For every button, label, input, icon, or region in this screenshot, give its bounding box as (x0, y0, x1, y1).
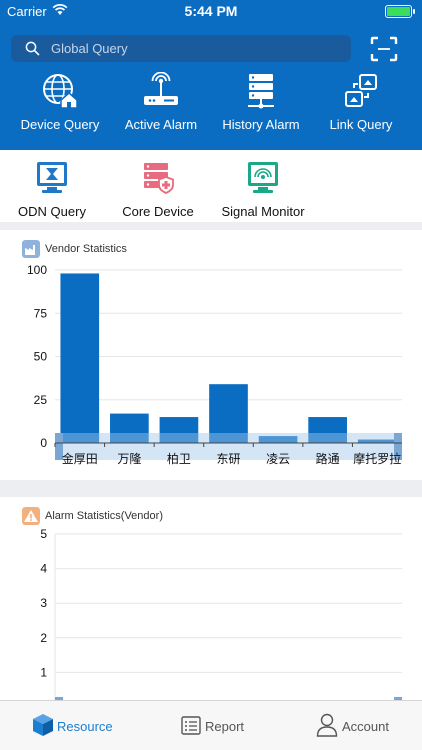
alarm-statistics-title: Alarm Statistics(Vendor) (45, 510, 163, 522)
tab-report[interactable]: Report (181, 713, 261, 739)
user-icon (316, 713, 338, 737)
x-tick-label: 东研 (216, 452, 240, 466)
factory-icon (22, 240, 40, 258)
tab-account-label: Account (342, 719, 389, 734)
menu-active-alarm[interactable]: Active Alarm (111, 70, 211, 140)
secondary-menu: ODN Query Core Device Signal Monitor (0, 150, 422, 222)
cube-icon (33, 714, 53, 736)
bar (159, 417, 199, 443)
core-device-shield-icon (144, 163, 174, 194)
link-windows-icon (345, 74, 377, 107)
zoom-slider-left-handle (55, 433, 63, 460)
app-header (0, 0, 422, 150)
scan-icon[interactable] (370, 36, 398, 62)
primary-menu: Device Query Active Alarm History Alarm (0, 70, 422, 140)
y-tick-label: 50 (34, 350, 48, 364)
x-tick-label: 万隆 (117, 451, 141, 466)
bar (258, 436, 298, 443)
y-tick-label: 100 (27, 263, 47, 277)
x-tick-label: 凌云 (266, 452, 290, 466)
zoom-slider-right-handle (394, 697, 402, 700)
x-tick-label: 摩托罗拉 (353, 451, 401, 466)
menu-link-query[interactable]: Link Query (311, 70, 411, 140)
menu-core-device-label: Core Device (122, 204, 194, 219)
y-tick-label: 25 (34, 393, 48, 407)
vendor-statistics-title: Vendor Statistics (45, 243, 127, 255)
y-tick-label: 1 (40, 665, 47, 679)
x-tick-label: 路通 (316, 451, 340, 466)
y-tick-label: 75 (34, 306, 48, 320)
tab-resource-label: Resource (57, 719, 113, 734)
alarm-statistics-card: Alarm Statistics(Vendor) 1 2 3 4 5 (0, 497, 422, 700)
clock: 5:44 PM (184, 3, 238, 19)
menu-link-query-label: Link Query (329, 117, 393, 132)
menu-history-alarm-label: History Alarm (222, 117, 300, 132)
tab-resource[interactable]: Resource (32, 713, 122, 739)
zoom-slider-right-handle (394, 433, 402, 460)
carrier-label: Carrier (7, 4, 47, 19)
signal-monitor-icon (248, 162, 278, 193)
warning-icon (22, 507, 40, 525)
zoom-slider-range (55, 433, 402, 460)
search-icon (25, 41, 40, 56)
server-rack-icon (248, 74, 274, 109)
menu-core-device[interactable]: Core Device (118, 160, 198, 220)
menu-odn-query-label: ODN Query (18, 204, 86, 219)
menu-device-query[interactable]: Device Query (10, 70, 110, 140)
alarm-bar-chart: 1 2 3 4 5 (40, 527, 402, 700)
menu-active-alarm-label: Active Alarm (124, 117, 198, 132)
global-search-bar[interactable] (11, 35, 351, 62)
vendor-statistics-card: Vendor Statistics 0 25 50 75 100 金厚田 万隆 柏卫 东研 凌云 路… (0, 230, 422, 480)
global-search-input[interactable] (51, 38, 341, 59)
status-bar: Carrier 5:44 PM (0, 0, 422, 24)
wifi-icon (52, 3, 68, 15)
bar (110, 413, 149, 443)
tab-report-label: Report (205, 719, 245, 734)
bar (209, 384, 248, 443)
y-tick-label: 5 (40, 527, 47, 541)
bar (308, 417, 347, 443)
globe-home-icon (43, 74, 78, 109)
menu-signal-monitor-label: Signal Monitor (221, 204, 305, 219)
x-tick-label: 金厚田 (62, 451, 98, 466)
bar (60, 273, 100, 443)
bottom-tab-bar: Resource Report Account (0, 700, 422, 750)
battery-icon (385, 5, 415, 18)
menu-odn-query[interactable]: ODN Query (12, 160, 92, 220)
menu-signal-monitor[interactable]: Signal Monitor (216, 160, 310, 220)
odn-monitor-icon (37, 162, 67, 193)
zoom-slider-left-handle (55, 697, 63, 700)
x-tick-label: 柏卫 (167, 451, 191, 466)
vendor-bar-chart: 0 25 50 75 100 金厚田 万隆 柏卫 东研 凌云 路通 摩托罗拉 (27, 263, 402, 466)
list-icon (181, 716, 201, 735)
y-tick-label: 4 (40, 562, 47, 576)
router-signal-icon (144, 72, 178, 105)
y-tick-label: 0 (40, 436, 47, 450)
menu-device-query-label: Device Query (20, 117, 100, 132)
tab-account[interactable]: Account (316, 713, 406, 739)
menu-history-alarm[interactable]: History Alarm (211, 70, 311, 140)
y-tick-label: 2 (40, 631, 47, 645)
y-tick-label: 3 (40, 596, 47, 610)
bar (357, 439, 397, 443)
